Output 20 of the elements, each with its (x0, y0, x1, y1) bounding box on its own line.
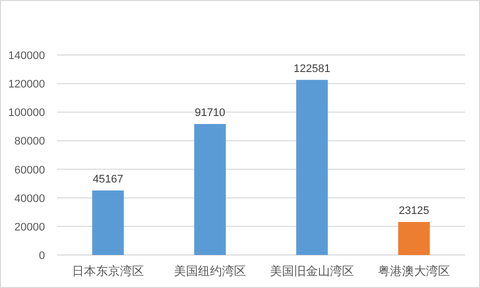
data-label: 122581 (294, 62, 330, 75)
x-tick-label: 美国旧金山湾区 (270, 264, 354, 278)
x-tick-label: 美国纽约湾区 (174, 264, 246, 278)
data-label: 23125 (398, 204, 430, 217)
y-tick-label: 20000 (14, 221, 45, 234)
data-label: 45167 (92, 173, 124, 186)
bar (92, 190, 124, 255)
y-tick-label: 40000 (14, 192, 45, 205)
y-tick-label: 100000 (8, 107, 45, 120)
y-tick-label: 140000 (8, 50, 45, 62)
bar (398, 222, 430, 255)
y-tick-label: 120000 (8, 78, 45, 91)
bar (296, 80, 328, 255)
x-tick-label: 粤港澳大湾区 (378, 264, 450, 278)
x-tick-label: 日本东京湾区 (72, 264, 144, 278)
y-tick-label: 80000 (14, 136, 45, 148)
data-label: 91710 (194, 106, 226, 119)
y-tick-label: 0 (38, 250, 45, 262)
y-tick-label: 60000 (14, 164, 45, 176)
bar (194, 124, 226, 255)
